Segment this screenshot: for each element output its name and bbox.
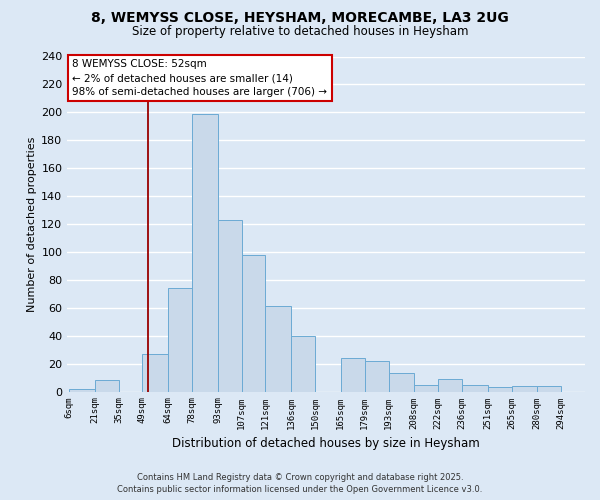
Bar (537, 386, 561, 392)
Bar (242, 254, 265, 392)
Bar (488, 388, 512, 392)
Bar (168, 288, 192, 392)
X-axis label: Distribution of detached houses by size in Heysham: Distribution of detached houses by size … (172, 437, 480, 450)
Bar (438, 379, 462, 392)
Bar (414, 384, 438, 392)
Bar (291, 336, 315, 392)
Bar (95, 380, 119, 392)
Bar (192, 114, 218, 392)
Bar (365, 361, 389, 392)
Text: Contains HM Land Registry data © Crown copyright and database right 2025.
Contai: Contains HM Land Registry data © Crown c… (118, 472, 482, 494)
Bar (389, 374, 414, 392)
Bar (462, 384, 488, 392)
Bar (142, 354, 168, 392)
Text: 8, WEMYSS CLOSE, HEYSHAM, MORECAMBE, LA3 2UG: 8, WEMYSS CLOSE, HEYSHAM, MORECAMBE, LA3… (91, 11, 509, 25)
Y-axis label: Number of detached properties: Number of detached properties (27, 136, 37, 312)
Bar (265, 306, 291, 392)
Text: Size of property relative to detached houses in Heysham: Size of property relative to detached ho… (132, 25, 468, 38)
Text: 8 WEMYSS CLOSE: 52sqm
← 2% of detached houses are smaller (14)
98% of semi-detac: 8 WEMYSS CLOSE: 52sqm ← 2% of detached h… (73, 60, 328, 98)
Bar (341, 358, 365, 392)
Bar (512, 386, 537, 392)
Bar (69, 389, 95, 392)
Bar (218, 220, 242, 392)
